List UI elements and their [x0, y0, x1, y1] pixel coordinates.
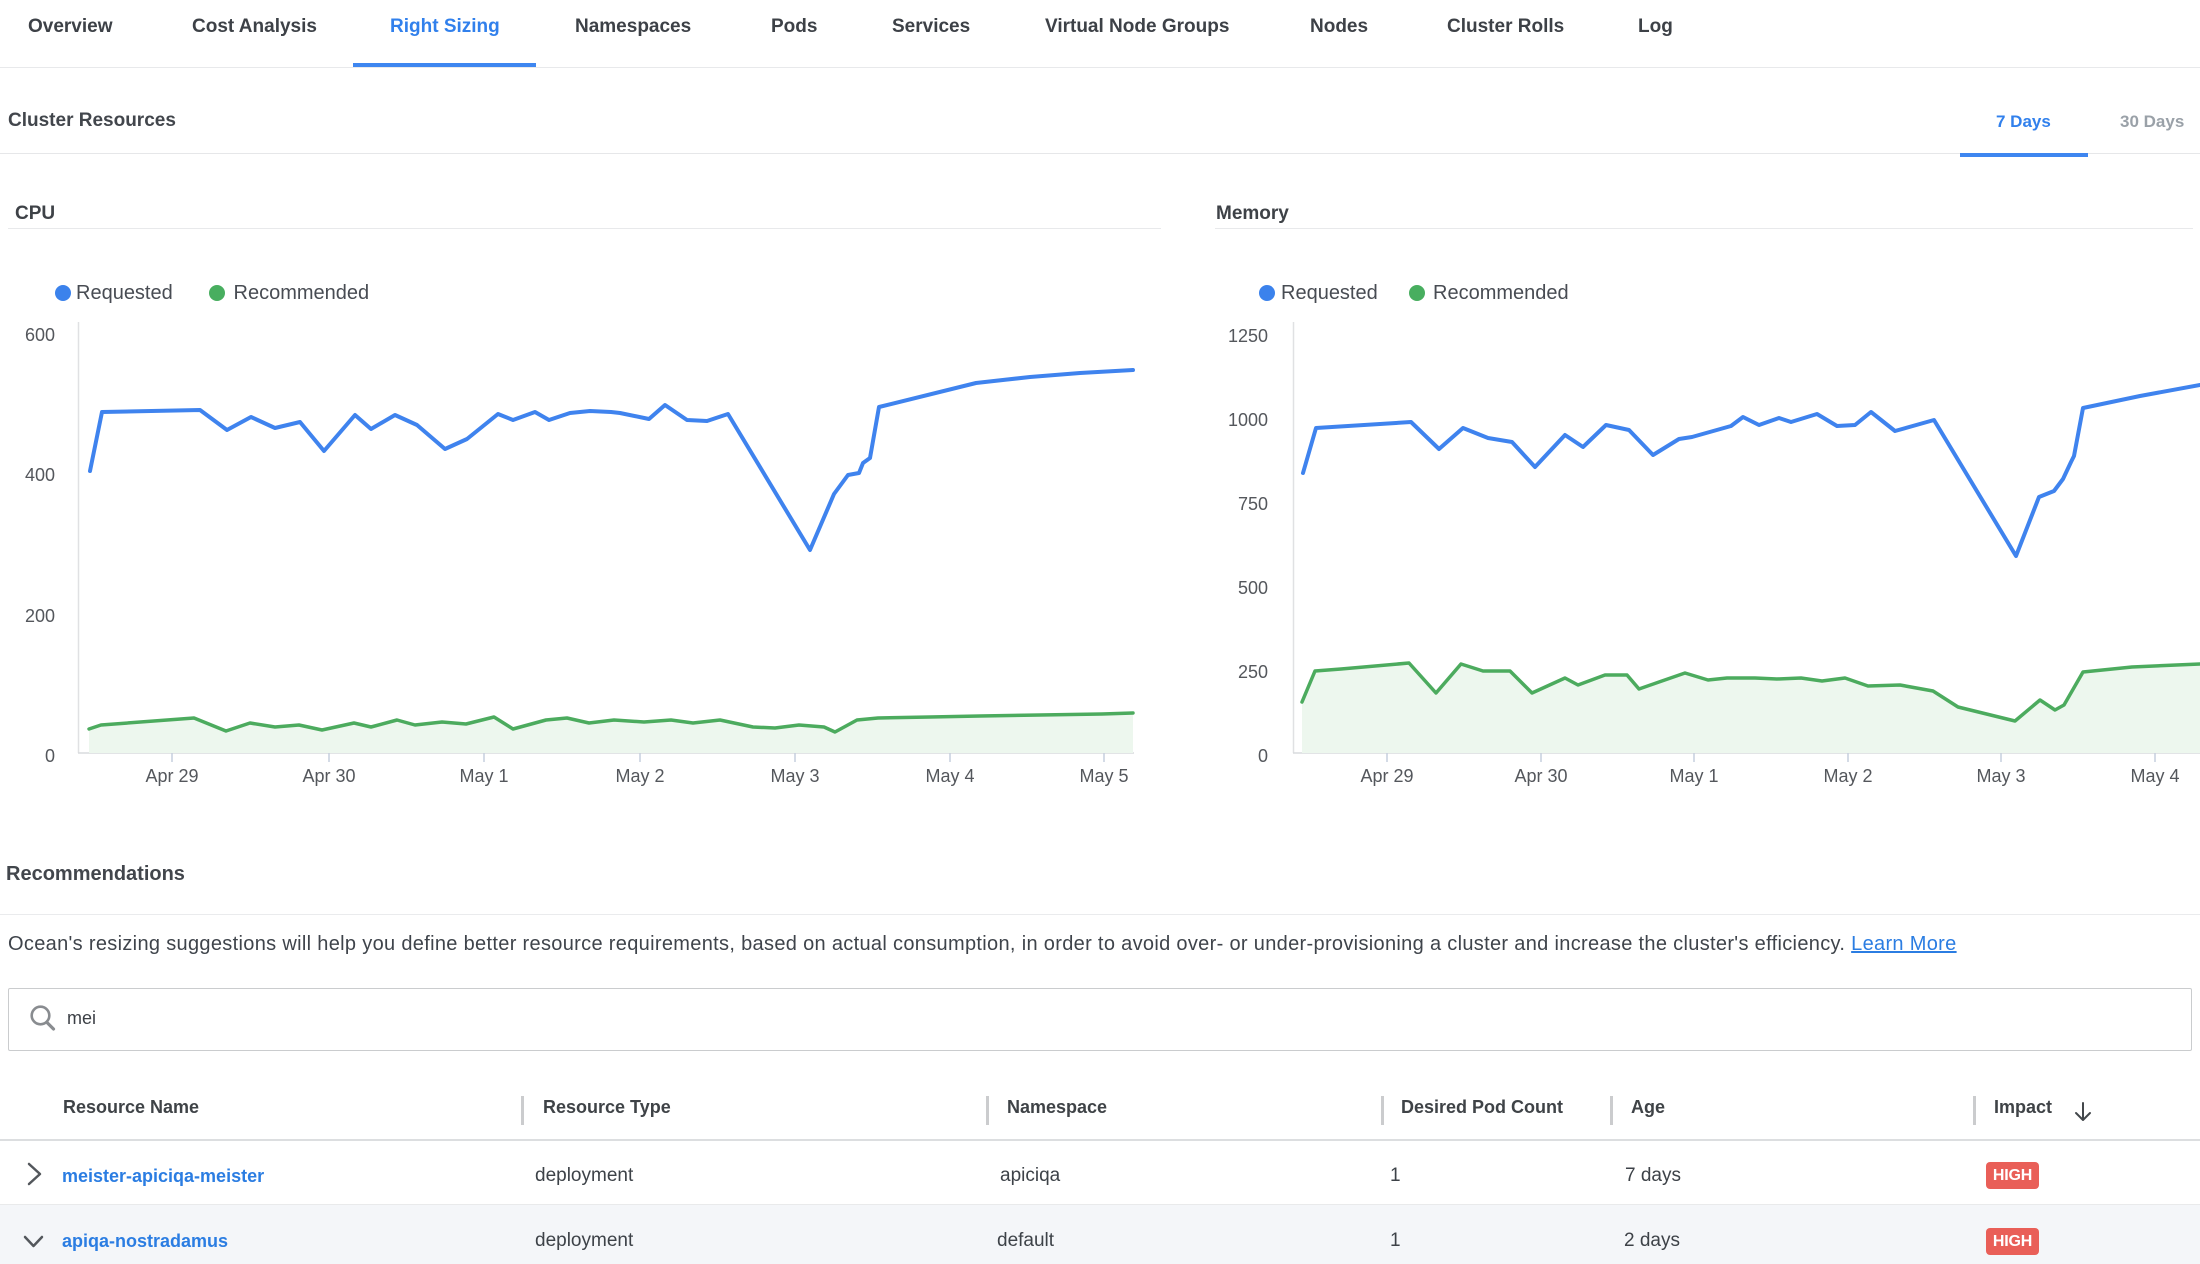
svg-text:500: 500 — [1238, 578, 1268, 598]
svg-text:May 2: May 2 — [615, 766, 664, 786]
svg-text:250: 250 — [1238, 662, 1268, 682]
svg-text:May 4: May 4 — [925, 766, 974, 786]
svg-text:Apr 29: Apr 29 — [145, 766, 198, 786]
svg-text:400: 400 — [25, 465, 55, 485]
svg-text:May 1: May 1 — [1669, 766, 1718, 786]
svg-text:May 2: May 2 — [1823, 766, 1872, 786]
svg-text:200: 200 — [25, 606, 55, 626]
svg-text:May 3: May 3 — [770, 766, 819, 786]
svg-text:May 3: May 3 — [1976, 766, 2025, 786]
svg-text:0: 0 — [45, 746, 55, 766]
svg-text:May 4: May 4 — [2130, 766, 2179, 786]
svg-text:Apr 30: Apr 30 — [302, 766, 355, 786]
svg-text:600: 600 — [25, 325, 55, 345]
svg-text:May 5: May 5 — [1079, 766, 1128, 786]
svg-text:Apr 29: Apr 29 — [1360, 766, 1413, 786]
svg-text:0: 0 — [1258, 746, 1268, 766]
svg-text:May 1: May 1 — [459, 766, 508, 786]
svg-text:1250: 1250 — [1228, 326, 1268, 346]
svg-text:750: 750 — [1238, 494, 1268, 514]
svg-text:1000: 1000 — [1228, 410, 1268, 430]
svg-text:Apr 30: Apr 30 — [1514, 766, 1567, 786]
